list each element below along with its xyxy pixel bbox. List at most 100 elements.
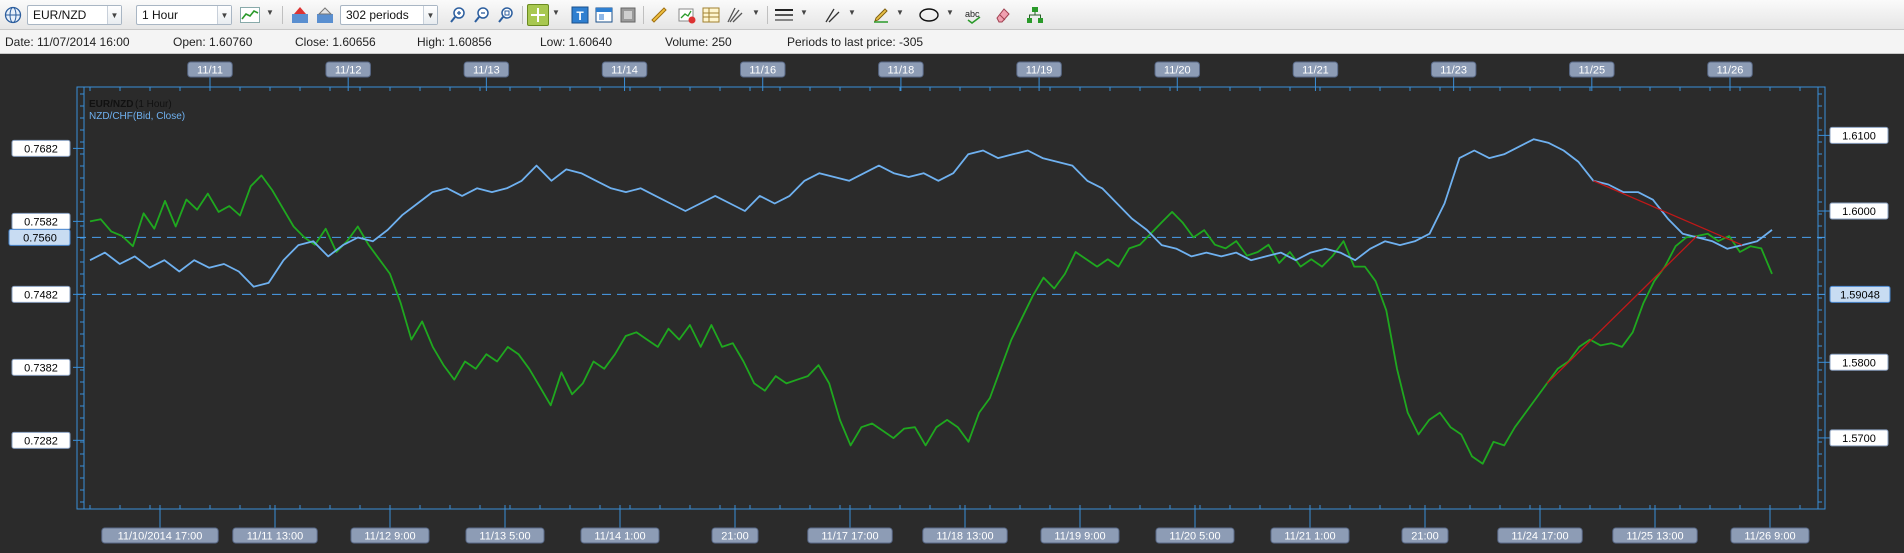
current-price-lines — [77, 236, 1825, 295]
bottom-axis-label: 11/12 9:00 — [364, 531, 415, 543]
fibonacci-icon[interactable] — [724, 4, 746, 26]
chevron-down-icon[interactable]: ▼ — [552, 8, 560, 17]
left-price-box — [11, 431, 71, 449]
eraser-icon[interactable] — [992, 4, 1014, 26]
timeframe-value: 1 Hour — [142, 8, 179, 22]
right-price-label: 1.5800 — [1842, 357, 1876, 369]
chevron-down-icon[interactable]: ▼ — [107, 6, 121, 24]
symbol-value: EUR/NZD — [33, 8, 87, 22]
bottom-axis-label-box — [1497, 527, 1583, 544]
top-axis-label-box — [878, 61, 924, 78]
trend-line-lower[interactable] — [1546, 235, 1698, 384]
left-price-label: 0.7282 — [24, 435, 58, 447]
info-open: Open: 1.60760 — [173, 35, 253, 49]
zoom-out-icon[interactable] — [471, 4, 493, 26]
abc-text-icon[interactable]: abc — [963, 4, 985, 26]
window-icon[interactable] — [593, 4, 615, 26]
hierarchy-icon[interactable] — [1024, 4, 1046, 26]
bottom-axis-label-box — [1730, 527, 1810, 544]
chevron-down-icon[interactable]: ▼ — [423, 6, 437, 24]
top-axis-label-box — [601, 61, 648, 78]
chevron-down-icon[interactable]: ▼ — [896, 8, 904, 17]
toolbar-divider — [522, 6, 523, 24]
crosshair-icon[interactable] — [527, 4, 549, 26]
chevron-down-icon[interactable]: ▼ — [848, 8, 856, 17]
toolbar-divider — [767, 6, 768, 24]
ellipse-icon[interactable] — [916, 4, 942, 26]
bottom-axis-label: 11/10/2014 17:00 — [118, 531, 203, 543]
bottom-axis-label: 11/25 13:00 — [1626, 531, 1683, 543]
top-axis-label-box — [1707, 61, 1753, 78]
info-date: Date: 11/07/2014 16:00 — [5, 35, 130, 49]
symbol-select[interactable]: EUR/NZD ▼ — [27, 5, 122, 25]
periods-select[interactable]: 302 periods ▼ — [340, 5, 438, 25]
info-bar: Date: 11/07/2014 16:00 Open: 1.60760 Clo… — [0, 30, 1904, 54]
chevron-down-icon[interactable]: ▼ — [217, 6, 231, 24]
left-price-box — [11, 285, 71, 303]
top-axis-label: 11/11 — [197, 65, 223, 77]
chevron-down-icon[interactable]: ▼ — [266, 8, 274, 17]
left-price-label: 0.7682 — [24, 143, 58, 155]
timeframe-select[interactable]: 1 Hour ▼ — [136, 5, 232, 25]
left-price-label: 0.7482 — [24, 289, 58, 301]
zoom-in-icon[interactable] — [447, 4, 469, 26]
trend-line-upper[interactable] — [1593, 180, 1743, 246]
top-axis-label-box — [1569, 61, 1615, 78]
bottom-axis-label: 11/13 5:00 — [479, 531, 530, 543]
plot-frame — [76, 86, 1826, 510]
trend-annotations[interactable] — [1546, 180, 1743, 384]
svg-text:abc: abc — [965, 9, 980, 19]
chevron-down-icon[interactable]: ▼ — [946, 8, 954, 17]
pencil-icon[interactable] — [870, 4, 892, 26]
info-high: High: 1.60856 — [417, 35, 492, 49]
bottom-axis-label-box — [922, 527, 1008, 544]
chart-down-icon[interactable] — [314, 4, 336, 26]
bottom-axis-label-box — [1155, 527, 1235, 544]
top-axis-label: 11/25 — [1578, 65, 1605, 77]
bottom-axis-label: 11/14 1:00 — [594, 531, 645, 543]
text-icon[interactable]: T — [569, 4, 591, 26]
bottom-axis-label-box — [232, 527, 318, 544]
add-indicator-icon[interactable] — [676, 4, 698, 26]
top-axis-label: 11/16 — [749, 65, 776, 77]
bottom-axis-label-box — [580, 527, 660, 544]
right-price-axis: 1.6100 1.6000 1.5800 1.5700 1.59048 — [1818, 126, 1891, 447]
bottom-axis-label: 11/11 13:00 — [247, 531, 303, 543]
bottom-axis-label-box — [1270, 527, 1350, 544]
globe-icon[interactable] — [3, 4, 23, 26]
legend-series-1-suffix: (1 Hour) — [135, 99, 172, 110]
line-chart-icon[interactable] — [238, 4, 262, 26]
right-current-price-box — [1829, 285, 1891, 303]
periods-value: 302 periods — [346, 8, 409, 22]
price-chart[interactable]: 11/11 11/12 11/13 11/14 11/16 11/18 11/19 11/20… — [0, 54, 1904, 553]
top-axis-label-box — [1016, 61, 1062, 78]
table-icon[interactable] — [700, 4, 722, 26]
chevron-down-icon[interactable]: ▼ — [800, 8, 808, 17]
lines-icon[interactable] — [772, 4, 796, 26]
top-axis-label-box — [1154, 61, 1201, 78]
svg-text:T: T — [576, 9, 584, 23]
bottom-time-axis: 11/10/2014 17:00 11/11 13:00 11/12 9:00 11/… — [101, 505, 1810, 544]
bottom-axis-label: 11/18 13:00 — [936, 531, 993, 543]
bottom-axis-label-box — [101, 527, 219, 544]
draw-icon[interactable] — [822, 4, 844, 26]
bottom-axis-label: 11/26 9:00 — [1744, 531, 1795, 543]
eurnzd-series-line — [89, 174, 1773, 465]
bottom-axis-label-box — [1612, 527, 1698, 544]
top-axis-label: 11/20 — [1164, 65, 1191, 77]
zoom-fit-icon[interactable] — [495, 4, 517, 26]
bottom-axis-label: 11/17 17:00 — [821, 531, 878, 543]
right-price-label: 1.6000 — [1842, 206, 1876, 218]
info-close: Close: 1.60656 — [295, 35, 376, 49]
panel-icon[interactable] — [617, 4, 639, 26]
top-date-axis: 11/11 11/12 11/13 11/14 11/16 11/18 11/19 11/20… — [187, 61, 1753, 91]
bottom-axis-label-box — [1401, 527, 1449, 544]
nzdchf-series-line — [89, 138, 1773, 288]
bottom-axis-label-box — [350, 527, 430, 544]
top-axis-label: 11/21 — [1302, 65, 1329, 77]
bottom-axis-label: 11/20 5:00 — [1169, 531, 1220, 543]
ruler-icon[interactable] — [648, 4, 670, 26]
chart-up-icon[interactable] — [289, 4, 311, 26]
bottom-axis-label: 11/21 1:00 — [1284, 531, 1335, 543]
chevron-down-icon[interactable]: ▼ — [752, 8, 760, 17]
